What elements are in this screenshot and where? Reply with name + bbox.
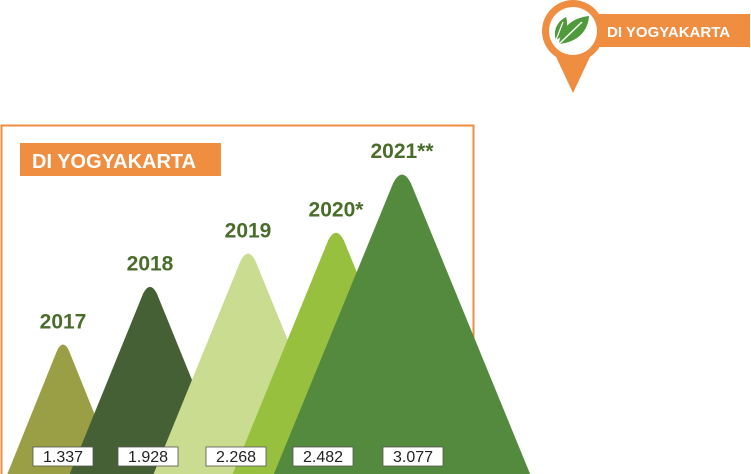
panel-title: DI YOGYAKARTA [32, 151, 196, 173]
value-label: 3.077 [393, 449, 433, 466]
value-label-box [205, 446, 267, 467]
value-label: 2.482 [303, 449, 343, 466]
value-label-box [32, 446, 94, 467]
badge-label: DI YOGYAKARTA [607, 24, 730, 41]
value-label-box [117, 446, 179, 467]
category-label: 2018 [127, 253, 174, 276]
location-badge: DI YOGYAKARTA [542, 0, 750, 93]
value-label-box [292, 446, 354, 467]
category-label: 2017 [40, 311, 87, 334]
value-label-box [382, 446, 444, 467]
category-label: 2019 [225, 219, 272, 242]
panel-title-box [20, 143, 221, 176]
leaf-icon [554, 16, 589, 45]
category-label: 2021** [370, 140, 434, 163]
category-label: 2020* [309, 198, 365, 221]
bar-peak-2021 [273, 174, 531, 474]
value-label: 1.337 [43, 449, 83, 466]
value-label: 2.268 [216, 449, 256, 466]
badge-bar [578, 14, 750, 47]
panel-frame [0, 124, 475, 474]
chart-marks: 2017 2018 2019 2020* 2021** 1.337 1.928 2.268 2.… [7, 140, 531, 474]
value-label: 1.928 [128, 449, 168, 466]
